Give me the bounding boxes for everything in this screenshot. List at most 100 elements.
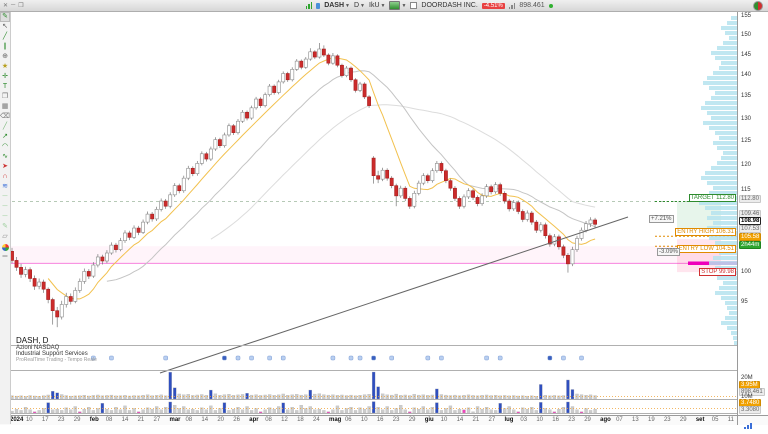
price-tick: 150 <box>741 31 752 38</box>
last-price-tag: 108.98 <box>739 217 762 225</box>
time-tick: lug <box>504 417 514 423</box>
company-name: DOORDASH INC. <box>421 2 478 9</box>
segment-tool-button[interactable]: ╱ <box>0 122 10 132</box>
symbol-label: DASH <box>324 2 345 9</box>
risk-percent-label[interactable]: -3.09% <box>657 248 681 256</box>
chart-legend: DASH, D Azioni NASDAQ Industrial Support… <box>16 336 97 363</box>
measure-tool-button[interactable]: ═ <box>0 252 10 262</box>
window-minimize-button[interactable]: ─ <box>11 2 16 8</box>
time-tick: 14 <box>121 417 129 423</box>
view-label: IkU <box>369 2 380 9</box>
axis-tag: 105.58 <box>739 233 762 241</box>
time-tick: giu <box>424 417 434 423</box>
chevron-down-icon: ▼ <box>360 2 365 9</box>
axis-tag: 898.461 <box>739 388 765 396</box>
pattern-tool-button[interactable]: ▦ <box>0 102 10 112</box>
eraser-tool-button[interactable]: ▱ <box>0 232 10 242</box>
zoom-tool-button[interactable]: ⊕ <box>0 52 10 62</box>
stop-level-label[interactable]: STOP 99.98 <box>699 268 736 277</box>
time-tick: set <box>695 417 705 423</box>
chevron-down-icon: ▼ <box>401 2 407 9</box>
color-wheel-button[interactable] <box>0 242 10 252</box>
trend-line-tool-button[interactable]: ╱ <box>0 32 10 42</box>
time-tick: 16 <box>376 417 384 423</box>
time-tick: 07 <box>616 417 623 423</box>
arc-tool-icon: ◠ <box>1 143 9 150</box>
favorites-button[interactable]: ★ <box>0 62 10 72</box>
connection-icon <box>316 2 321 9</box>
session-volume: 898.461 <box>519 2 545 9</box>
cursor-tool-button[interactable]: ↖ <box>0 22 10 32</box>
time-tick: 10 <box>440 417 448 423</box>
measure-tool-icon: ═ <box>2 253 8 260</box>
time-tick: 23 <box>392 417 400 423</box>
timeframe-label: D <box>353 2 360 9</box>
axis-tag: 3.3080 <box>739 406 762 414</box>
move-tool-button[interactable]: ✛ <box>0 72 10 82</box>
time-tick: 08 <box>185 417 193 423</box>
forecast-tool-icon: ➤ <box>2 163 8 170</box>
text-tool-button[interactable]: T <box>0 82 10 92</box>
time-tick: 14 <box>201 417 209 423</box>
channel-tool-button[interactable]: ∥ <box>0 42 10 52</box>
delete-tool-icon: ⌫ <box>0 113 10 120</box>
axis-tag: 20M <box>741 375 753 381</box>
hline-tool-2-icon: ─ <box>2 203 8 210</box>
ray-tool-icon: ↗ <box>2 133 8 140</box>
time-tick: 26 <box>233 417 240 423</box>
axis-tag: 107.53 <box>739 225 762 233</box>
zigzag-tool-button[interactable]: ∿ <box>0 152 10 162</box>
target-level-label[interactable]: TARGET 112.80 <box>688 193 736 202</box>
pencil-alt-tool-icon: ✎ <box>2 223 8 230</box>
time-tick: mag <box>329 417 342 423</box>
pencil-alt-tool-button[interactable]: ✎ <box>0 222 10 232</box>
prorealtime-logo[interactable] <box>753 1 763 11</box>
pencil-tool-button[interactable]: ✎ <box>0 12 10 22</box>
cursor-tool-icon: ↖ <box>2 23 8 30</box>
timeframe-dropdown[interactable]: D ▼ <box>354 2 365 9</box>
time-tick: 06 <box>344 417 352 423</box>
main-chart-canvas[interactable] <box>0 0 737 424</box>
window-close-button[interactable]: ✕ <box>3 3 9 9</box>
chart-style-dropdown[interactable]: ▼ <box>389 1 406 10</box>
time-tick: 05 <box>711 417 719 423</box>
zoom-tool-icon: ⊕ <box>2 53 8 60</box>
pitchfork-tool-button[interactable]: ∩ <box>0 172 10 182</box>
price-tick: 130 <box>741 115 752 122</box>
time-tick: 16 <box>552 417 559 423</box>
price-axis[interactable]: 155 150 145 140 135 130 125 120 115 100 95 112.80 10… <box>737 0 768 415</box>
price-tick: 155 <box>741 12 752 19</box>
favorites-icon: ★ <box>1 63 9 70</box>
hline-tool-1-button[interactable]: ─ <box>0 192 10 202</box>
time-axis[interactable]: 2024 10 17 23 29 feb 08 14 21 27 mar 08 14 20 26 apr 08 1… <box>0 415 737 425</box>
trend-line-tool-icon: ╱ <box>2 33 8 40</box>
price-tick: 125 <box>741 138 752 145</box>
price-tick: 115 <box>741 187 751 194</box>
chevron-down-icon: ▼ <box>345 2 350 9</box>
ray-tool-button[interactable]: ↗ <box>0 132 10 142</box>
forecast-tool-button[interactable]: ➤ <box>0 162 10 172</box>
entry-high-level-label[interactable]: ENTRY HIGH 106.31 <box>675 228 736 237</box>
hline-tool-2-button[interactable]: ─ <box>0 202 10 212</box>
view-dropdown[interactable]: IkU ▼ <box>369 2 385 9</box>
time-tick: 08 <box>105 417 113 423</box>
time-tick: 13 <box>632 417 639 423</box>
entry-low-level-label[interactable]: ENTRY LOW 104.51 <box>676 245 736 254</box>
top-toolbar: ✕ ─ ❒ DASH ▼ D ▼ IkU ▼ ▼ DOORDASH INC. -4.5… <box>0 0 768 12</box>
hline-tool-3-button[interactable]: ─ <box>0 212 10 222</box>
arc-tool-button[interactable]: ◠ <box>0 142 10 152</box>
symbol-dropdown[interactable]: DASH ▼ <box>324 2 350 9</box>
reward-percent-label[interactable]: +7.21% <box>649 215 674 223</box>
price-tick: 100 <box>741 269 752 275</box>
time-tick: 27 <box>488 417 496 423</box>
overlay-checkbox[interactable] <box>410 2 418 9</box>
duplicate-tool-button[interactable]: ❐ <box>0 92 10 102</box>
time-tick: 29 <box>584 417 591 423</box>
time-tick: 29 <box>73 417 81 423</box>
color-wheel-icon <box>1 243 9 251</box>
volume-icon <box>508 2 516 9</box>
delete-tool-button[interactable]: ⌫ <box>0 112 10 122</box>
signal-bars-icon <box>305 2 313 9</box>
window-restore-button[interactable]: ❒ <box>18 3 24 9</box>
indicator-tool-button[interactable]: ≋ <box>0 182 10 192</box>
